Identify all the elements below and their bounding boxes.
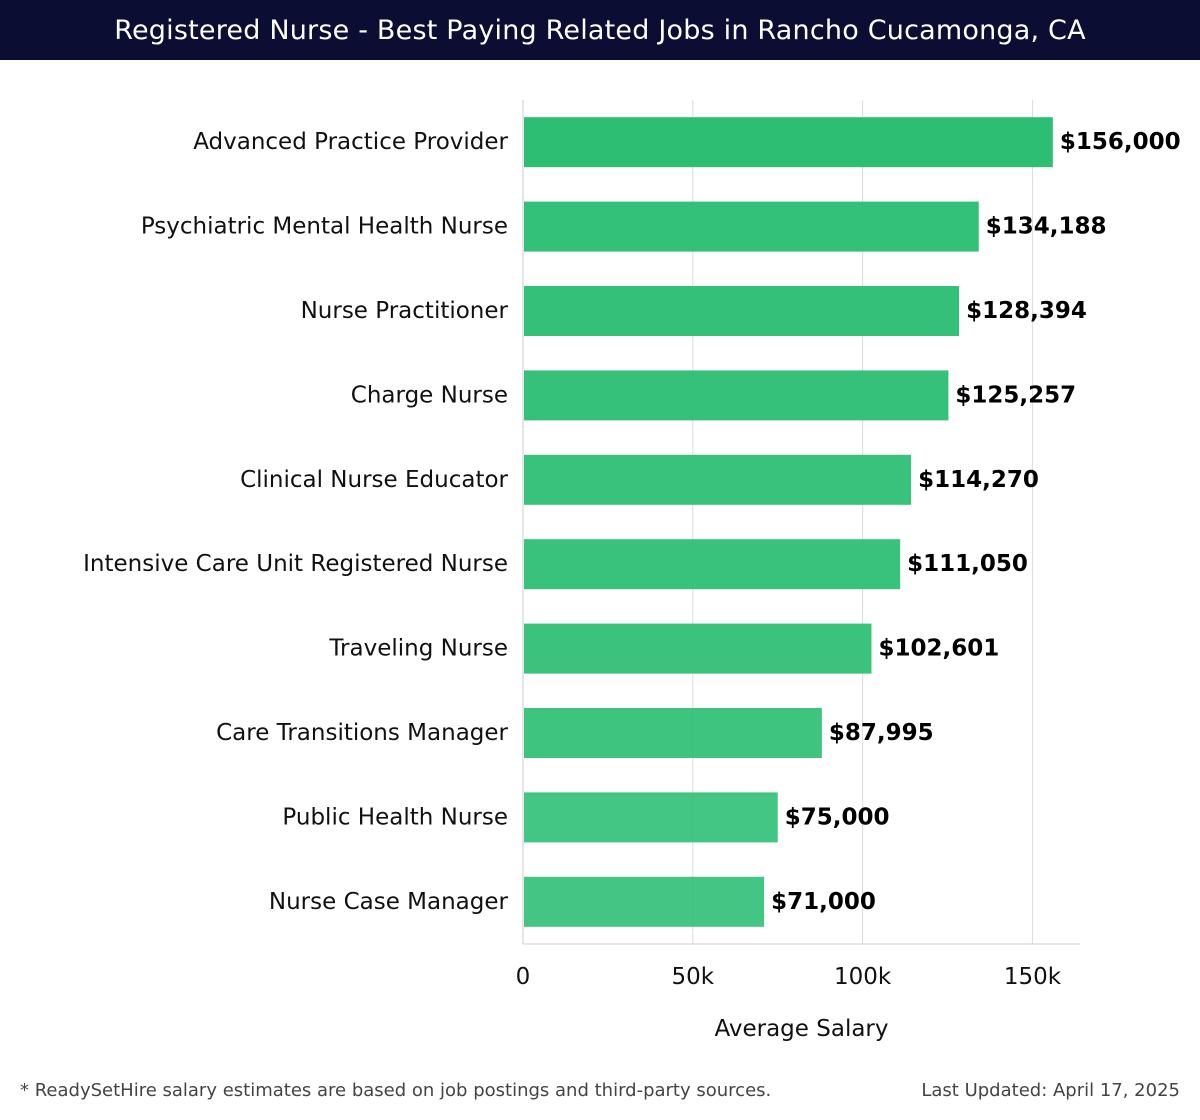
value-label-7: $87,995 xyxy=(829,720,934,746)
bar-5 xyxy=(524,539,901,590)
value-label-0: $156,000 xyxy=(1060,129,1181,155)
value-label-9: $71,000 xyxy=(771,889,876,915)
bar-2 xyxy=(524,286,960,336)
bar-1 xyxy=(524,201,979,252)
category-label-1: Psychiatric Mental Health Nurse xyxy=(141,214,508,240)
category-label-3: Charge Nurse xyxy=(351,382,508,408)
value-label-1: $134,188 xyxy=(986,214,1107,240)
value-label-4: $114,270 xyxy=(918,467,1039,493)
bar-3 xyxy=(524,370,949,421)
chart-title: Registered Nurse - Best Paying Related J… xyxy=(114,14,1086,46)
value-label-5: $111,050 xyxy=(907,551,1028,577)
value-label-6: $102,601 xyxy=(878,636,999,662)
bar-9 xyxy=(524,876,765,927)
value-label-3: $125,257 xyxy=(955,382,1076,408)
category-label-4: Clinical Nurse Educator xyxy=(240,467,508,493)
chart-header: Registered Nurse - Best Paying Related J… xyxy=(0,0,1200,60)
x-tick-label-2: 100k xyxy=(834,964,892,990)
x-tick-label-1: 50k xyxy=(672,964,715,990)
x-tick-label-0: 0 xyxy=(516,964,531,990)
x-tick-label-3: 150k xyxy=(1004,964,1062,990)
bar-6 xyxy=(524,623,872,674)
category-label-8: Public Health Nurse xyxy=(282,804,508,830)
bar-8 xyxy=(524,792,778,843)
bar-7 xyxy=(524,708,822,758)
category-label-9: Nurse Case Manager xyxy=(269,889,509,915)
bar-4 xyxy=(524,454,912,505)
x-axis-title: Average Salary xyxy=(714,1016,888,1042)
category-label-5: Intensive Care Unit Registered Nurse xyxy=(83,551,508,577)
category-label-7: Care Transitions Manager xyxy=(216,720,508,746)
footer-note: * ReadySetHire salary estimates are base… xyxy=(20,1080,772,1101)
bar-0 xyxy=(524,117,1053,168)
category-label-6: Traveling Nurse xyxy=(328,636,508,662)
value-label-2: $128,394 xyxy=(966,298,1087,324)
category-label-2: Nurse Practitioner xyxy=(301,298,509,324)
value-label-8: $75,000 xyxy=(785,804,890,830)
category-label-0: Advanced Practice Provider xyxy=(193,129,508,155)
last-updated: Last Updated: April 17, 2025 xyxy=(921,1080,1180,1101)
